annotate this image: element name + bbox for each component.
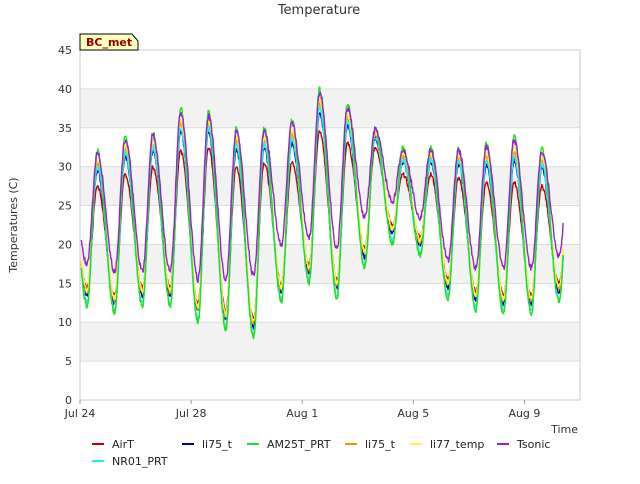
legend-label: AM25T_PRT	[267, 438, 331, 451]
background-band	[80, 283, 580, 323]
x-axis-ticks: Jul 24 Jul 28 Aug 1 Aug 5 Aug 9	[64, 400, 540, 420]
x-axis-label: Time	[550, 423, 578, 436]
y-tick-label: 30	[58, 161, 72, 174]
legend-item: AirT	[92, 438, 134, 451]
legend-label: li77_temp	[430, 438, 484, 451]
legend-item: li77_temp	[410, 438, 484, 451]
legend-label: li75_t	[365, 438, 396, 451]
legend-label: AirT	[112, 438, 134, 451]
plot-frame	[79, 49, 581, 401]
background-band	[80, 88, 580, 128]
x-tick-label: Jul 28	[175, 407, 207, 420]
x-tick-label: Aug 9	[508, 407, 540, 420]
legend-item: AM25T_PRT	[247, 438, 331, 451]
background-band	[80, 50, 580, 89]
y-tick-label: 20	[58, 238, 72, 251]
y-tick-label: 25	[58, 200, 72, 213]
y-tick-label: 45	[58, 44, 72, 57]
background-band	[80, 361, 580, 400]
y-axis-label: Temperatures (C)	[7, 177, 20, 273]
y-tick-label: 5	[65, 355, 72, 368]
series-line-tsonic	[80, 92, 564, 283]
legend-label: Tsonic	[516, 438, 550, 451]
site-badge-label: BC_met	[86, 36, 132, 49]
legend-item: NR01_PRT	[92, 455, 168, 468]
x-tick-label: Jul 24	[64, 407, 96, 420]
y-axis-ticks: 0 5 10 15 20 25 30 35 40 45	[58, 44, 72, 407]
legend-item: Tsonic	[497, 438, 550, 451]
legend-label: NR01_PRT	[112, 455, 168, 468]
y-tick-label: 15	[58, 277, 72, 290]
y-tick-label: 35	[58, 122, 72, 135]
background-band	[80, 322, 580, 362]
x-tick-label: Aug 5	[397, 407, 429, 420]
site-badge: BC_met	[79, 33, 139, 51]
background-band	[80, 127, 580, 167]
y-tick-label: 0	[65, 394, 72, 407]
chart-title: Temperature	[277, 3, 360, 18]
legend-item: li75_t	[182, 438, 233, 451]
y-tick-label: 40	[58, 83, 72, 96]
x-tick-label: Aug 1	[286, 407, 318, 420]
legend-label: li75_t	[202, 438, 233, 451]
y-tick-label: 10	[58, 316, 72, 329]
series-layer	[80, 86, 564, 340]
legend: AirT li75_t AM25T_PRT li75_t li77_temp Tsonic…	[92, 438, 550, 468]
legend-item: li75_t	[345, 438, 396, 451]
